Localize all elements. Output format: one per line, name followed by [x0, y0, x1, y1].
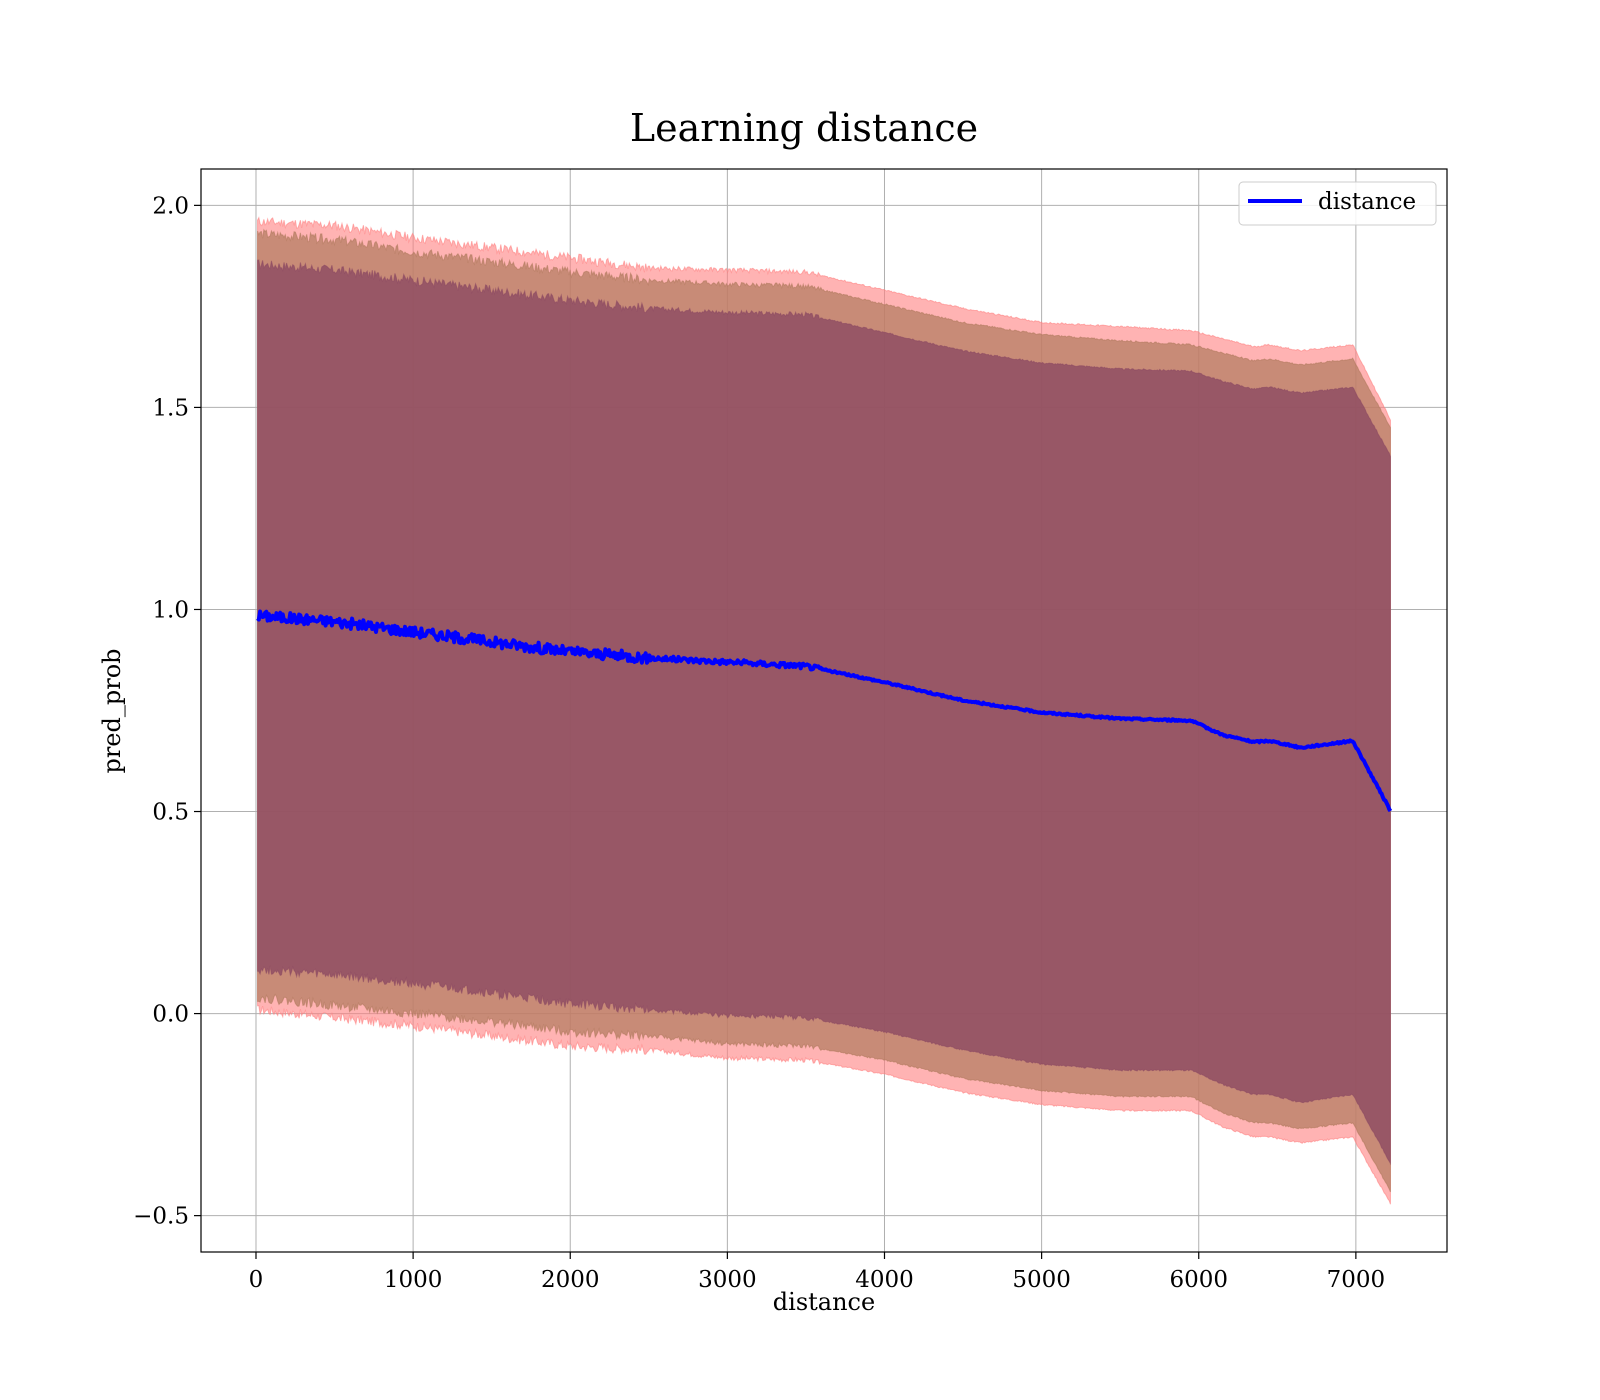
confidence-band [257, 259, 1391, 1166]
legend-box [1238, 181, 1437, 226]
y-axis-label: pred_prob [98, 648, 126, 773]
x-tick-label: 4000 [855, 1267, 914, 1293]
legend: distance [1238, 181, 1437, 226]
y-tick-label: 0.0 [152, 1002, 189, 1028]
chart-title: Learning distance [630, 106, 978, 150]
tick-layer: 0 1000 2000 3000 4000 5000 6000 7000 −0.5 0.0 0.5 1… [133, 193, 1385, 1293]
legend-label-distance: distance [1318, 189, 1416, 215]
x-axis-label: distance [773, 1288, 875, 1316]
series-line-distance [256, 609, 1393, 813]
y-tick-label: 0.5 [152, 800, 189, 826]
y-tick-label: 1.0 [152, 597, 189, 623]
x-tick-label: 7000 [1327, 1267, 1386, 1293]
x-tick-label: 6000 [1169, 1267, 1228, 1293]
plot-frame [200, 168, 1448, 1253]
x-tick-label: 2000 [541, 1267, 600, 1293]
x-tick-label: 5000 [1012, 1267, 1071, 1293]
x-tick-label: 0 [249, 1267, 264, 1293]
series-layer [256, 609, 1393, 813]
x-tick-label: 1000 [384, 1267, 443, 1293]
y-tick-label: −0.5 [133, 1204, 189, 1230]
x-tick-label: 3000 [698, 1267, 757, 1293]
y-tick-label: 1.5 [152, 395, 189, 421]
band-layer [257, 216, 1391, 1205]
y-tick-label: 2.0 [152, 193, 189, 219]
